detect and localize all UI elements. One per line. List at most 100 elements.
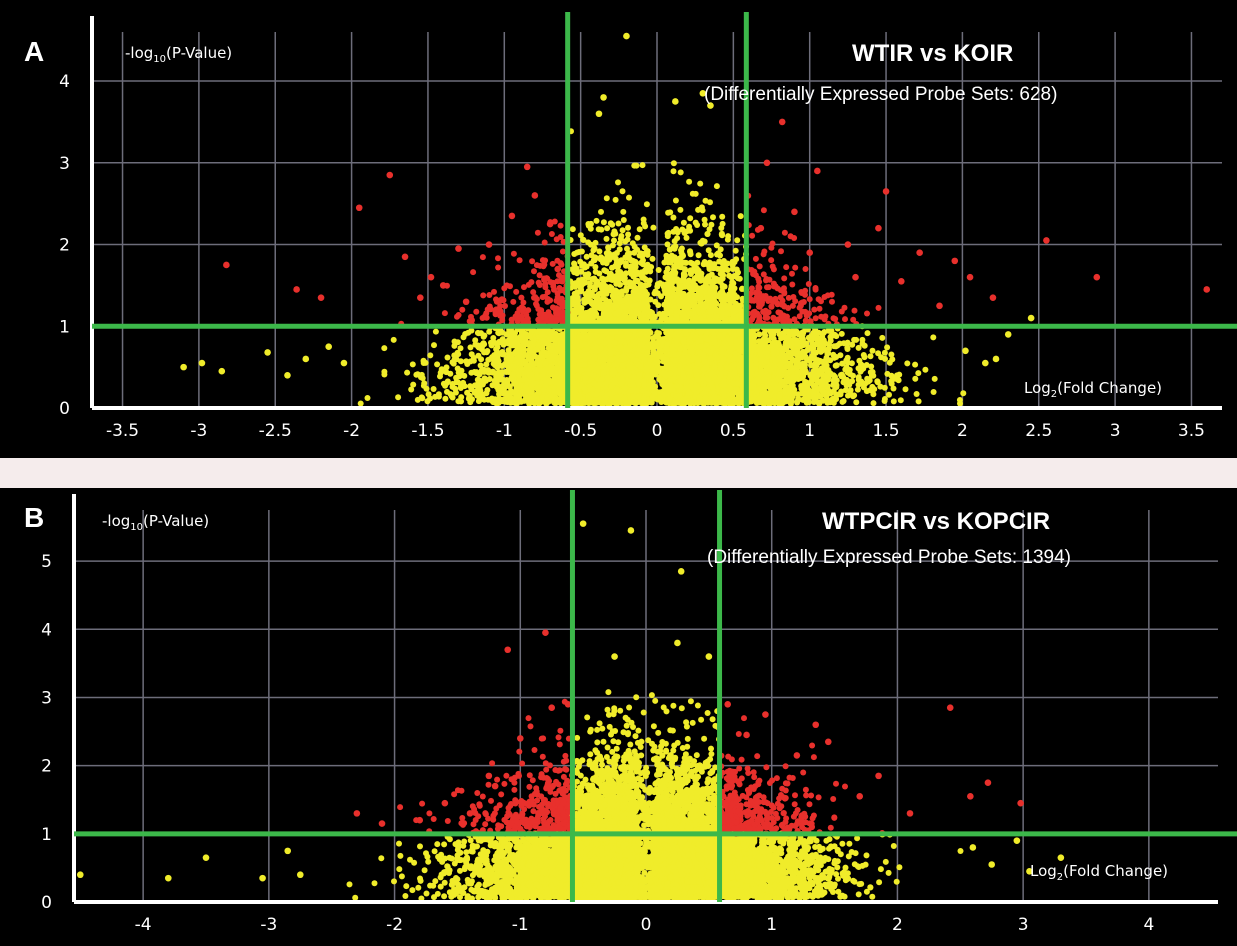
point (612, 255, 619, 262)
point (578, 248, 585, 255)
point (884, 344, 891, 351)
significant-point (789, 270, 795, 277)
point (408, 386, 415, 393)
point (702, 197, 709, 204)
significant-point (768, 257, 775, 264)
point (603, 235, 610, 242)
y-tick-label: 1 (59, 317, 70, 337)
point (960, 390, 967, 397)
point (672, 197, 679, 204)
significant-point (479, 254, 486, 261)
point (634, 234, 641, 241)
point (702, 221, 708, 228)
y-tick-label: 2 (59, 236, 70, 256)
significant-point (789, 281, 796, 288)
point (678, 245, 685, 252)
significant-point (747, 290, 754, 297)
point (468, 327, 475, 334)
significant-point (473, 308, 480, 315)
point (785, 333, 792, 340)
significant-point (559, 248, 566, 255)
point (855, 344, 862, 351)
point (697, 180, 704, 187)
x-tick-label: -2.5 (259, 421, 292, 441)
significant-point (875, 304, 882, 311)
point (584, 298, 591, 305)
point (612, 196, 619, 203)
point (683, 234, 690, 241)
point (620, 217, 627, 223)
significant-point (557, 234, 564, 240)
point (922, 366, 929, 373)
point (726, 272, 733, 279)
point (725, 233, 732, 240)
point (442, 395, 449, 402)
point (687, 249, 694, 256)
point (647, 296, 654, 303)
significant-point (536, 272, 543, 279)
significant-point (842, 316, 848, 323)
point (664, 241, 671, 248)
point (670, 168, 677, 175)
x-tick-label: 1 (804, 421, 815, 441)
plot-area-a: -3.5 -3 -2.5 -2 -1.5 -1 -0.5 0 0.5 1 1.5 2 2.5 3 3.501… (59, 12, 1237, 441)
point (713, 183, 720, 190)
point (732, 247, 739, 254)
point (680, 219, 687, 226)
point (695, 206, 702, 213)
significant-point (530, 289, 537, 296)
point (593, 217, 600, 224)
point (886, 391, 892, 398)
point (686, 178, 693, 185)
x-tick-label: 0 (652, 421, 663, 441)
significant-point (510, 298, 517, 305)
point (707, 199, 713, 206)
point (849, 341, 856, 348)
significant-point (769, 240, 776, 247)
point (443, 369, 450, 376)
point (636, 226, 643, 233)
point (794, 399, 801, 406)
point (724, 310, 731, 317)
significant-point (510, 250, 517, 257)
point (930, 334, 937, 341)
point (625, 231, 632, 238)
point (864, 330, 871, 337)
point (652, 298, 659, 305)
point (596, 270, 603, 277)
point (577, 232, 584, 239)
point (409, 361, 416, 368)
point (674, 235, 681, 242)
point (719, 232, 726, 239)
point (621, 276, 628, 283)
significant-point (807, 318, 814, 325)
volcano-plot-a: -3.5 -3 -2.5 -2 -1.5 -1 -0.5 0 0.5 1 1.5 2 2.5 3 3.5 0 1… (0, 0, 1237, 458)
point (601, 276, 608, 283)
point (902, 386, 909, 393)
x-tick-label: 3.5 (1178, 421, 1205, 441)
significant-point (760, 207, 767, 214)
point (658, 293, 664, 300)
significant-point (765, 284, 772, 291)
point (840, 398, 847, 404)
significant-point (531, 268, 537, 275)
significant-point (502, 303, 508, 309)
point (879, 334, 886, 341)
point (613, 280, 620, 287)
point (650, 224, 657, 231)
point (737, 213, 744, 220)
point (633, 162, 640, 169)
x-tick-label: 2 (957, 421, 968, 441)
point (875, 350, 882, 357)
point (915, 398, 922, 405)
x-tick-label: -2 (343, 421, 360, 441)
point (606, 250, 613, 257)
significant-point (480, 292, 487, 299)
point (584, 274, 591, 281)
point (639, 162, 646, 169)
point (444, 354, 451, 361)
point (870, 400, 877, 407)
significant-point (829, 298, 835, 305)
point (869, 347, 876, 354)
point (710, 214, 716, 221)
